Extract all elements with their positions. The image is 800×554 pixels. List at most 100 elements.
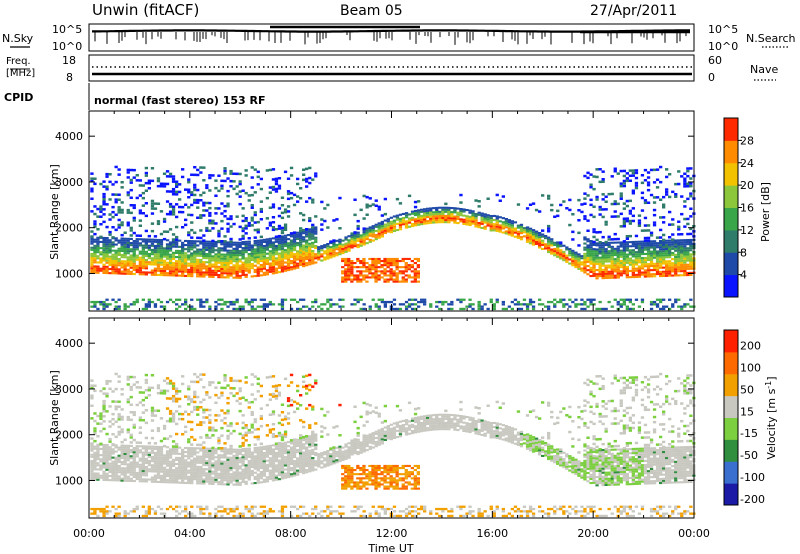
power-cell xyxy=(625,305,629,308)
power-cell xyxy=(111,272,115,275)
power-cell xyxy=(250,246,254,249)
velocity-cell xyxy=(162,470,167,473)
power-cell xyxy=(359,238,363,241)
power-cell xyxy=(689,207,693,210)
power-cell xyxy=(181,266,185,269)
power-cell xyxy=(368,228,372,231)
velocity-cell xyxy=(175,479,179,482)
velocity-cell xyxy=(168,475,173,478)
power-cell xyxy=(380,227,384,230)
power-cell xyxy=(643,263,648,266)
power-cell xyxy=(601,193,605,196)
power-cell xyxy=(662,266,666,269)
power-cell xyxy=(646,242,651,245)
power-cell xyxy=(274,190,279,193)
power-cell xyxy=(196,254,200,257)
power-cell xyxy=(156,202,161,205)
power-cell xyxy=(320,223,324,226)
power-cell xyxy=(102,185,106,188)
power-cell xyxy=(299,298,303,301)
velocity-cell xyxy=(114,471,118,474)
power-cell xyxy=(365,206,369,209)
power-cell xyxy=(471,216,475,219)
power-cell xyxy=(232,251,236,254)
power-cell xyxy=(652,208,657,212)
power-cell xyxy=(368,270,372,273)
velocity-cell xyxy=(129,451,133,454)
velocity-cell xyxy=(99,417,103,420)
power-cell xyxy=(432,221,436,224)
power-cell xyxy=(162,230,167,233)
power-cell xyxy=(665,241,669,244)
power-cell xyxy=(299,255,303,258)
velocity-cell xyxy=(93,474,97,477)
velocity-cell xyxy=(108,405,112,408)
power-cell xyxy=(259,243,263,246)
power-cell xyxy=(601,270,605,273)
power-cell xyxy=(274,247,279,250)
velocity-cell xyxy=(144,388,148,392)
power-cell xyxy=(655,260,660,263)
power-cell xyxy=(649,168,654,172)
power-cell xyxy=(168,259,173,262)
power-cell xyxy=(241,257,245,260)
power-cell xyxy=(556,247,560,250)
power-cell xyxy=(416,266,420,269)
power-cell xyxy=(147,252,151,255)
power-cell xyxy=(162,255,167,258)
power-cell xyxy=(314,175,318,178)
power-cell xyxy=(659,240,663,243)
power-cell xyxy=(111,215,115,219)
power-cell xyxy=(377,205,381,209)
power-cell xyxy=(426,222,430,225)
velocity-cell xyxy=(171,458,176,461)
power-cell xyxy=(129,258,133,261)
power-cell xyxy=(592,260,596,263)
power-cell xyxy=(244,244,248,247)
power-cell xyxy=(308,248,312,251)
power-cell xyxy=(256,258,260,261)
power-cell xyxy=(250,254,254,257)
velocity-cell xyxy=(171,448,176,451)
power-cell xyxy=(392,227,397,230)
power-cell xyxy=(90,187,94,190)
power-cell xyxy=(474,199,478,202)
power-cell xyxy=(153,261,158,264)
power-cell xyxy=(135,244,139,247)
power-cell xyxy=(462,208,466,211)
power-cell xyxy=(305,239,309,242)
power-cell xyxy=(229,172,233,175)
power-cell xyxy=(338,244,342,247)
velocity-cell xyxy=(217,441,221,445)
velocity-cell xyxy=(214,480,218,483)
velocity-cell xyxy=(123,477,127,480)
power-cell xyxy=(226,276,230,279)
power-cell xyxy=(226,243,230,246)
power-cell xyxy=(220,249,224,252)
power-cell xyxy=(308,238,312,241)
velocity-cell xyxy=(150,458,155,461)
velocity-cell xyxy=(105,464,109,467)
power-cell xyxy=(383,229,387,232)
power-cell xyxy=(302,213,306,217)
velocity-cell xyxy=(159,456,164,459)
power-cell xyxy=(610,268,614,271)
power-cell xyxy=(689,255,693,258)
velocity-cell xyxy=(178,471,182,474)
velocity-cell xyxy=(208,426,212,429)
power-cell xyxy=(217,298,221,301)
power-cell xyxy=(90,242,94,245)
power-cell xyxy=(386,300,390,304)
power-cell xyxy=(649,265,654,268)
velocity-cell xyxy=(120,440,124,444)
power-cell xyxy=(259,268,263,271)
velocity-cell xyxy=(168,417,173,420)
power-cell xyxy=(220,253,224,256)
power-cell xyxy=(465,305,469,308)
power-cell xyxy=(534,208,539,212)
velocity-cell xyxy=(175,452,179,455)
power-cell xyxy=(592,262,596,265)
power-cell xyxy=(516,203,521,206)
velocity-cell xyxy=(153,458,158,461)
velocity-cell xyxy=(214,474,218,477)
